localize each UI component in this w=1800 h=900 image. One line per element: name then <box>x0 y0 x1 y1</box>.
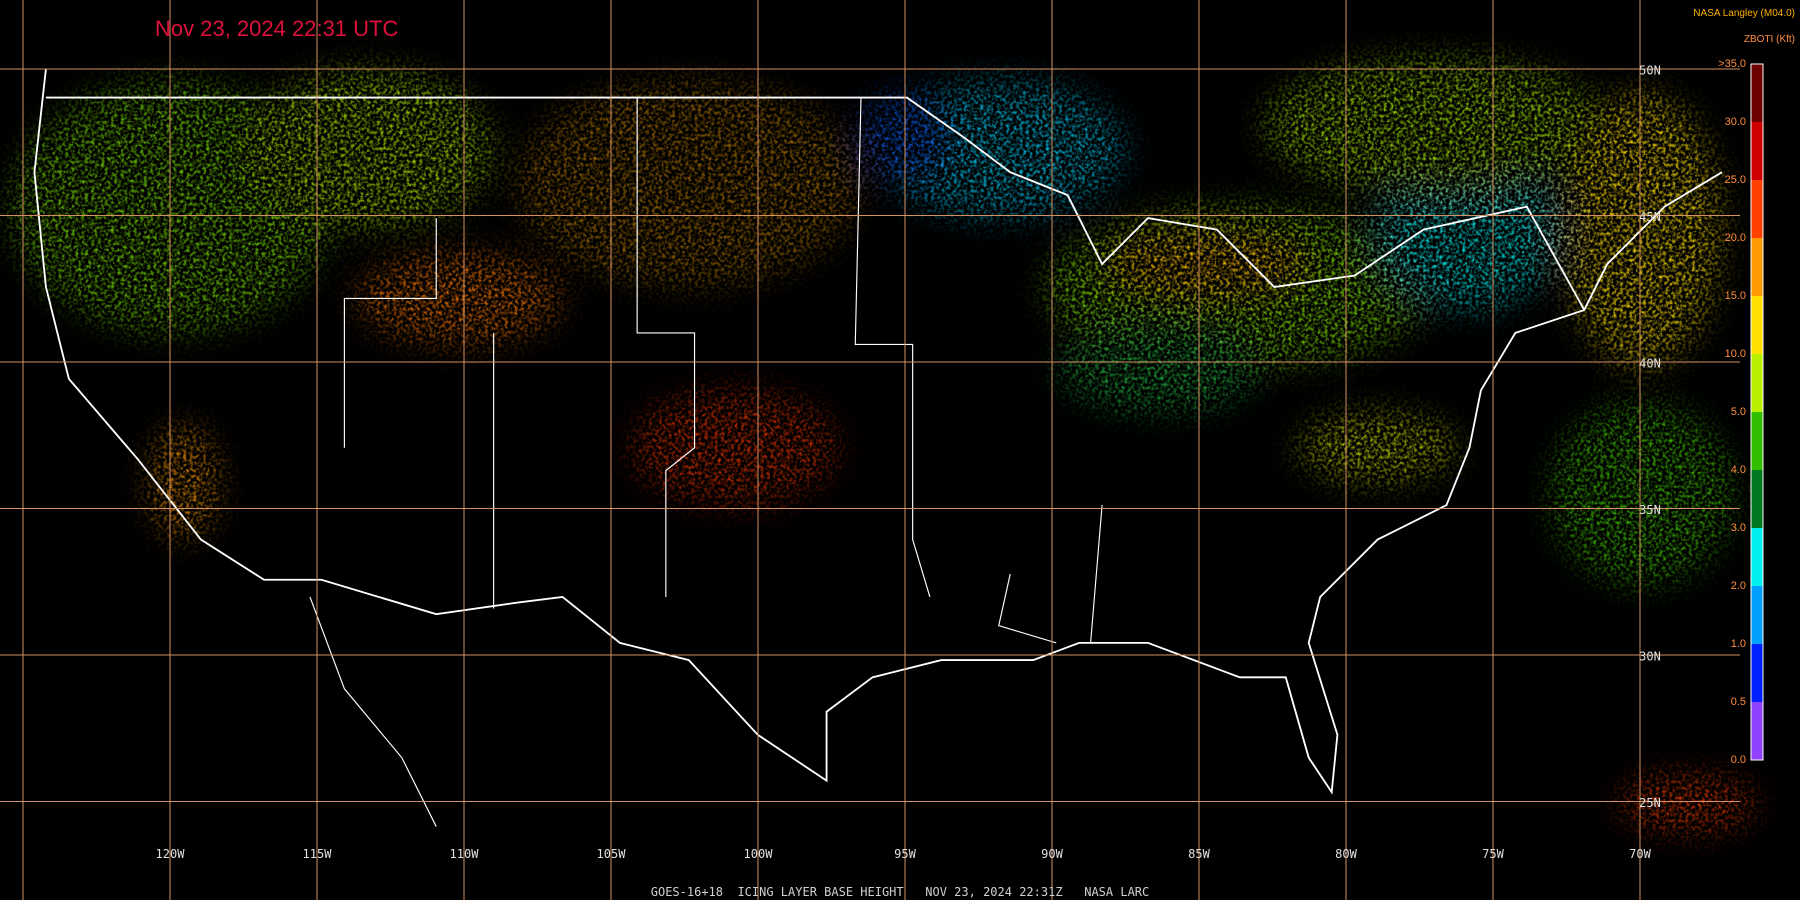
longitude-label: 95W <box>894 847 916 861</box>
colorbar-label: 10.0 <box>1725 348 1746 360</box>
longitude-label: 105W <box>597 847 627 861</box>
longitude-label: 110W <box>450 847 480 861</box>
colorbar-segment <box>1751 528 1763 586</box>
longitude-label: 120W <box>156 847 186 861</box>
colorbar-label: 1.0 <box>1731 638 1746 650</box>
colorbar-segment <box>1751 586 1763 644</box>
colorbar-segment <box>1751 412 1763 470</box>
latitude-label: 45N <box>1639 210 1661 224</box>
longitude-label: 70W <box>1629 847 1651 861</box>
longitude-label: 100W <box>744 847 774 861</box>
latitude-label: 40N <box>1639 357 1661 371</box>
colorbar-segment <box>1751 354 1763 412</box>
colorbar-segment <box>1751 64 1763 122</box>
colorbar-label: 25.0 <box>1725 174 1746 186</box>
colorbar-segment <box>1751 180 1763 238</box>
colorbar-label: 2.0 <box>1731 580 1746 592</box>
colorbar-segment <box>1751 702 1763 760</box>
colorbar-label: 3.0 <box>1731 522 1746 534</box>
footer: GOES-16+18 ICING LAYER BASE HEIGHT NOV 2… <box>651 885 1150 899</box>
latitude-label: 25N <box>1639 796 1661 810</box>
latitude-label: 30N <box>1639 650 1661 664</box>
product-label: ZBOTI (Kft) <box>1744 34 1795 45</box>
colorbar: >35.0 30.0 25.0 20.0 15.0 10.0 5.0 4.0 3.0 2.0 1.0… <box>1718 58 1764 766</box>
longitude-label: 85W <box>1188 847 1210 861</box>
longitude-label: 90W <box>1041 847 1063 861</box>
longitude-label: 80W <box>1335 847 1357 861</box>
cloud-imagery <box>11 57 1757 833</box>
colorbar-segment <box>1751 296 1763 354</box>
colorbar-frame <box>1750 63 1764 761</box>
credit: NASA Langley (M04.0) <box>1693 8 1795 19</box>
colorbar-label: 15.0 <box>1725 290 1746 302</box>
colorbar-label: 4.0 <box>1731 464 1746 476</box>
colorbar-segment <box>1751 644 1763 702</box>
colorbar-label: 20.0 <box>1725 232 1746 244</box>
colorbar-segment <box>1751 238 1763 296</box>
colorbar-label: 5.0 <box>1731 406 1746 418</box>
longitude-label: 115W <box>303 847 333 861</box>
latitude-label: 50N <box>1639 64 1661 78</box>
latitude-label: 35N <box>1639 503 1661 517</box>
colorbar-segment <box>1751 470 1763 528</box>
colorbar-label: 0.0 <box>1731 754 1746 766</box>
graticule: 120W 115W 110W 105W 100W 95W 90W 85W 80W 75W 70W 50… <box>0 0 1740 900</box>
longitude-label: 75W <box>1482 847 1504 861</box>
title: Nov 23, 2024 22:31 UTC <box>155 16 398 41</box>
colorbar-segment <box>1751 122 1763 180</box>
colorbar-label: 0.5 <box>1731 696 1746 708</box>
colorbar-label: >35.0 <box>1718 58 1746 70</box>
colorbar-label: 30.0 <box>1725 116 1746 128</box>
